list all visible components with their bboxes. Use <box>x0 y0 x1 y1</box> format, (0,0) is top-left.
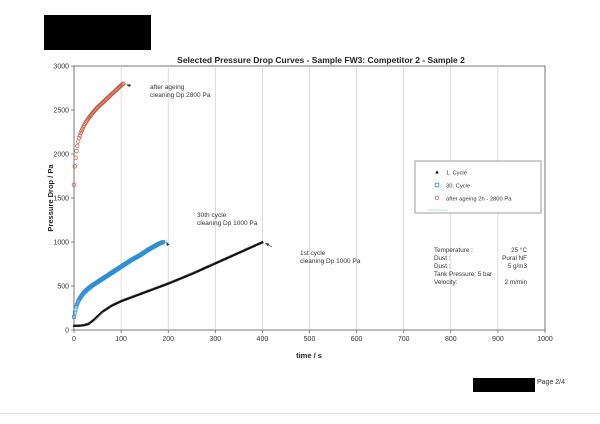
legend-item-1: 1. Cycle <box>435 170 467 177</box>
data-point <box>73 155 78 160</box>
annotation-text: 1st cycle <box>300 250 326 257</box>
legend-item-2: 30. Cycle <box>434 182 470 190</box>
x-tick-label: 900 <box>492 336 504 343</box>
info-label: Temperature : <box>434 247 473 254</box>
data-point <box>76 139 81 144</box>
x-tick-label: 500 <box>304 336 316 343</box>
series-2 <box>72 240 166 319</box>
x-tick-label: 200 <box>162 336 174 343</box>
series-3 <box>71 81 126 187</box>
data-point <box>121 81 126 86</box>
y-tick-label: 1000 <box>53 240 69 247</box>
annotation-text: after ageing <box>150 84 185 91</box>
x-tick-label: 400 <box>257 336 269 343</box>
y-tick-label: 1500 <box>53 196 69 203</box>
legend-item-3: after ageing 2h - 2800 Pa <box>434 195 512 203</box>
info-label: Tank Pressure: 5 bar <box>434 271 492 278</box>
annotation-text: cleaning Dp 1000 Pa <box>197 220 258 227</box>
x-axis-label: time / s <box>296 351 322 360</box>
test-conditions-box: Temperature : 25 °C Dust : Pural NF Dust : 5 … <box>434 246 527 286</box>
data-point <box>74 148 79 154</box>
x-tick-label: 800 <box>445 336 457 343</box>
x-tick-label: 300 <box>209 336 221 343</box>
axis-ticks: 0 100 200 300 400 500 600 700 800 900 1000 0 500 1000… <box>53 64 552 344</box>
x-tick-label: 1000 <box>537 336 553 343</box>
annotation-arrow-head <box>126 84 131 88</box>
scan-edge-line <box>0 413 600 414</box>
y-tick-label: 2000 <box>53 152 69 159</box>
info-label: Dust : <box>434 255 451 262</box>
data-point <box>72 314 76 319</box>
info-value: 2 m/min <box>505 279 528 286</box>
info-label: Dust : <box>434 263 451 270</box>
x-tick-label: 0 <box>72 336 76 343</box>
y-tick-label: 0 <box>65 328 69 335</box>
redaction-block-top <box>44 15 151 50</box>
annotation-arrow-head <box>265 243 270 247</box>
page-number: Page 2/4 <box>537 379 566 386</box>
annotation-text: cleaning Dp 2800 Pa <box>150 92 211 99</box>
data-point <box>75 143 80 148</box>
annotation-text: 30th cycle <box>197 212 227 219</box>
y-tick-label: 3000 <box>53 64 69 71</box>
legend-label: after ageing 2h - 2800 Pa <box>446 197 512 203</box>
info-value: 25 °C <box>511 246 527 254</box>
y-tick-label: 500 <box>57 284 69 291</box>
info-value: Pural NF <box>502 255 527 262</box>
data-point <box>72 164 77 169</box>
legend-marker <box>434 182 440 188</box>
annotation-text: cleaning Dp 1000 Pa <box>300 258 361 265</box>
annotation-arrow-head <box>166 242 170 246</box>
legend: 1. Cycle 30. Cycle after ageing 2h - 2800 … <box>414 160 542 214</box>
info-label: Velocity: <box>434 279 458 286</box>
y-axis-label: Pressure Drop / Pa <box>46 164 55 232</box>
x-tick-label: 700 <box>398 336 410 343</box>
legend-label: 1. Cycle <box>446 171 467 177</box>
data-point <box>161 240 166 244</box>
redaction-block-bottom <box>473 378 535 392</box>
chart-title: Selected Pressure Drop Curves - Sample F… <box>177 55 465 65</box>
data-point <box>78 130 83 136</box>
series-1 <box>72 240 264 327</box>
legend-label: 30. Cycle <box>446 184 470 190</box>
data-point <box>120 82 125 87</box>
data-point <box>71 182 77 187</box>
legend-marker <box>435 170 439 174</box>
data-point <box>74 304 79 309</box>
data-point <box>75 302 79 307</box>
x-tick-label: 100 <box>115 336 127 343</box>
legend-marker <box>434 195 440 201</box>
data-point <box>260 240 264 244</box>
y-tick-label: 2500 <box>53 108 69 115</box>
info-value: 5 g/m3 <box>508 263 528 270</box>
series-layer <box>71 81 264 327</box>
x-tick-label: 600 <box>351 336 363 343</box>
data-point <box>77 133 83 138</box>
data-point <box>76 135 82 141</box>
